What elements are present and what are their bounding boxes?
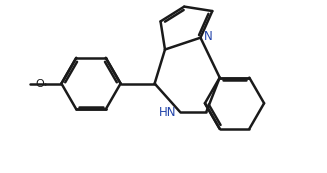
Text: N: N xyxy=(203,30,212,43)
Text: O: O xyxy=(36,79,44,89)
Text: HN: HN xyxy=(159,106,177,119)
